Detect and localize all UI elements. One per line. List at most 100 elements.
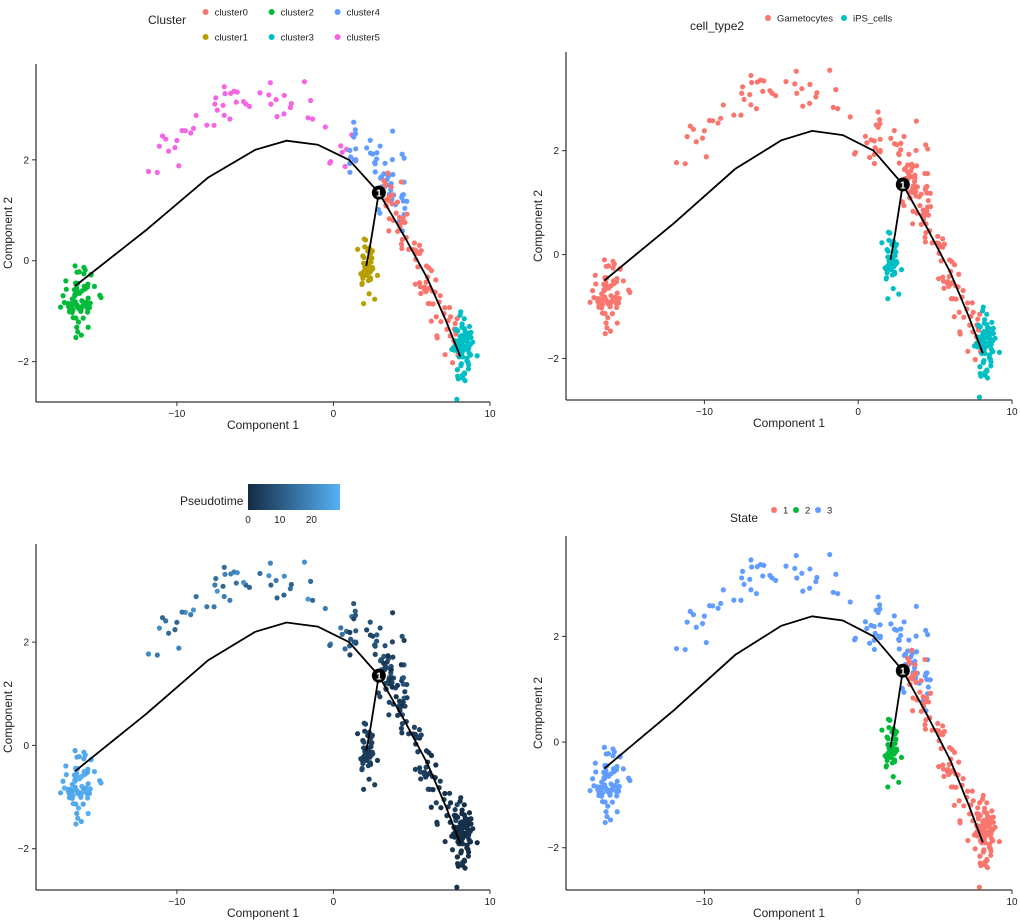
cell-point (603, 320, 609, 326)
cell-point (75, 815, 81, 821)
cell-point (394, 682, 401, 689)
cell-point (377, 210, 383, 216)
cell-point (605, 263, 612, 269)
cell-point (893, 241, 900, 247)
y-tick-label: 0 (553, 250, 559, 261)
cell-point (393, 210, 399, 216)
cell-point (455, 861, 461, 867)
cell-point (981, 320, 987, 326)
cell-point (74, 324, 80, 330)
cell-point (941, 285, 947, 291)
cell-point (851, 151, 858, 157)
cell-point (614, 304, 620, 311)
cell-point (417, 284, 423, 290)
cell-point (718, 115, 724, 121)
cell-point (905, 169, 911, 175)
cell-point (753, 106, 760, 112)
cell-point (386, 712, 392, 718)
cell-point (892, 740, 898, 746)
legend-label: cluster3 (281, 33, 314, 44)
cell-point (370, 633, 376, 639)
cell-point (301, 559, 308, 565)
cell-point (969, 788, 975, 794)
cell-point (386, 699, 392, 705)
cell-point (382, 182, 388, 189)
cell-point (386, 216, 392, 222)
cell-point (935, 720, 941, 727)
cell-point (761, 562, 767, 568)
cell-point (458, 819, 464, 825)
cell-point (382, 643, 388, 649)
cell-point (974, 344, 980, 350)
cell-point (434, 333, 440, 339)
trajectory-side-branch (365, 675, 380, 751)
cell-point (281, 111, 287, 117)
cell-point (365, 763, 371, 769)
cell-point (977, 334, 983, 340)
cell-point (212, 101, 218, 107)
cell-point (308, 578, 314, 584)
cell-point (747, 91, 753, 98)
cell-point (434, 819, 440, 825)
y-tick-label: 2 (23, 638, 29, 649)
cell-point (361, 720, 367, 726)
cell-point (951, 749, 958, 755)
cell-point (361, 739, 367, 745)
cell-point (589, 776, 596, 782)
cell-point (989, 808, 995, 814)
cell-point (73, 334, 79, 341)
cell-point (984, 831, 990, 837)
cell-point (896, 646, 902, 652)
cell-point (965, 348, 971, 354)
cell-point (398, 241, 405, 247)
cell-point (981, 809, 987, 815)
cell-point (925, 146, 931, 152)
cell-point (615, 297, 621, 303)
x-tick-label: −10 (696, 407, 713, 418)
cell-point (693, 624, 699, 630)
cell-point (390, 128, 396, 134)
cell-point (875, 633, 882, 639)
cell-point (428, 752, 435, 759)
cell-point (948, 784, 954, 790)
cell-point (972, 846, 978, 852)
cell-point (442, 305, 448, 311)
cell-point (607, 817, 614, 823)
cell-point (924, 670, 930, 676)
cell-point (354, 731, 361, 737)
cell-point (894, 142, 900, 148)
cell-point (220, 102, 226, 108)
cell-point (460, 354, 466, 360)
cell-point (221, 564, 227, 570)
cell-point (875, 609, 881, 616)
cell-point (460, 841, 466, 847)
branch-point-label: 1 (900, 180, 906, 191)
cell-point (960, 776, 966, 782)
cell-point (402, 689, 408, 695)
cell-point (792, 81, 798, 87)
cell-point (898, 140, 904, 146)
cell-point (609, 311, 615, 317)
cell-point (909, 161, 915, 167)
cell-point (362, 244, 368, 250)
cell-point (603, 809, 609, 815)
cell-point (754, 564, 760, 570)
y-tick-label: 0 (23, 741, 29, 752)
y-tick-label: −2 (18, 844, 30, 855)
cell-points (587, 67, 1003, 400)
cell-point (996, 838, 1003, 845)
cell-point (906, 174, 912, 180)
cell-point (871, 623, 877, 630)
x-tick-label: −10 (168, 409, 185, 420)
cell-point (474, 840, 480, 846)
cell-point (370, 751, 376, 757)
cell-point (461, 832, 467, 839)
cell-point (905, 162, 911, 168)
cell-point (597, 298, 603, 304)
cell-point (398, 725, 405, 731)
trajectory-side-branch (889, 184, 904, 260)
cell-point (977, 823, 983, 829)
cell-point (466, 816, 472, 822)
cell-point (673, 645, 680, 652)
cell-point (906, 151, 912, 157)
